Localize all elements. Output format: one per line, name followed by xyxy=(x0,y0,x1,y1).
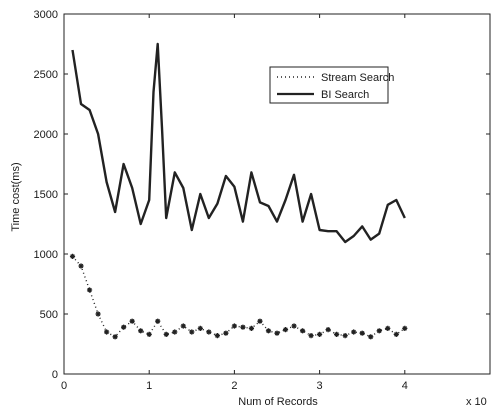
x-tick-labels: 0 1 2 3 4 xyxy=(61,14,408,392)
data-point xyxy=(368,334,374,340)
data-point xyxy=(197,325,203,331)
data-point xyxy=(231,323,237,329)
y-tick-label: 0 xyxy=(52,369,58,381)
data-point xyxy=(282,327,289,333)
x-axis-multiplier: x 10 xyxy=(466,396,487,408)
data-point xyxy=(248,325,255,331)
data-point xyxy=(240,324,246,330)
data-point xyxy=(78,263,84,269)
data-point xyxy=(257,318,263,324)
y-tick-label: 500 xyxy=(40,309,58,321)
data-point xyxy=(359,330,365,336)
x-tick-label: 0 xyxy=(61,380,67,392)
legend-label-stream: Stream Search xyxy=(321,72,394,84)
data-point xyxy=(146,331,152,337)
data-point xyxy=(299,328,306,334)
x-tick-label: 2 xyxy=(231,380,237,392)
series-line-bi-search xyxy=(71,42,406,244)
data-point xyxy=(155,318,161,324)
data-point xyxy=(308,333,314,339)
x-tick-label: 1 xyxy=(146,380,152,392)
data-point xyxy=(385,325,391,331)
legend-label-bi: BI Search xyxy=(321,89,369,101)
x-axis: 0 1 2 3 4 Num of Records x 10 xyxy=(61,14,487,408)
y-tick-label: 2000 xyxy=(34,129,58,141)
data-point xyxy=(95,311,101,317)
data-point xyxy=(393,331,399,337)
data-point xyxy=(104,329,110,335)
data-point xyxy=(402,325,408,331)
data-point xyxy=(274,330,280,336)
data-point xyxy=(138,328,144,334)
series-stream-search xyxy=(69,253,408,340)
data-point xyxy=(291,323,297,329)
data-point xyxy=(86,287,93,293)
legend-box xyxy=(269,66,389,104)
data-point xyxy=(325,327,331,333)
y-axis: 0 500 1000 1500 2000 2500 3000 Time cost(ms) xyxy=(10,9,490,381)
legend: Stream Search BI Search xyxy=(269,66,394,104)
x-axis-label: Num of Records xyxy=(238,396,318,408)
x-tick-label: 3 xyxy=(317,380,323,392)
y-tick-label: 2500 xyxy=(34,69,58,81)
series-layer xyxy=(69,42,408,340)
data-point xyxy=(334,331,340,337)
data-point xyxy=(121,324,127,330)
data-point xyxy=(223,330,229,336)
data-point xyxy=(189,329,195,335)
data-point xyxy=(112,334,118,340)
data-point xyxy=(351,329,357,335)
data-point xyxy=(317,331,323,337)
data-point xyxy=(69,253,76,259)
data-point xyxy=(376,328,382,334)
y-tick-labels: 0 500 1000 1500 2000 2500 3000 xyxy=(34,9,490,381)
data-point xyxy=(163,331,169,337)
y-tick-label: 1000 xyxy=(34,249,58,261)
data-point xyxy=(206,329,212,335)
data-point xyxy=(129,318,135,324)
data-point xyxy=(265,328,272,334)
y-tick-label: 3000 xyxy=(34,9,58,21)
data-point xyxy=(172,329,178,335)
series-line-stream-search xyxy=(71,255,406,338)
y-tick-label: 1500 xyxy=(34,189,58,201)
data-point xyxy=(342,333,348,339)
data-point xyxy=(214,333,220,339)
series-bi-search xyxy=(71,42,406,244)
y-axis-label: Time cost(ms) xyxy=(10,162,22,231)
data-point xyxy=(180,323,186,329)
x-tick-label: 4 xyxy=(402,380,408,392)
